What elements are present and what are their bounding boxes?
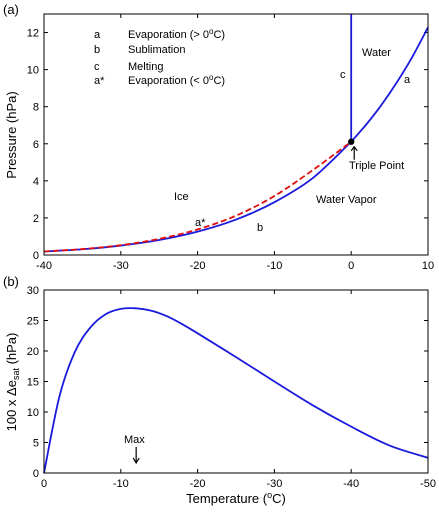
panel-b-label: (b) (3, 274, 19, 289)
panel-a-y-tick-label: 8 (33, 102, 39, 114)
panel-a-curves (43, 14, 429, 253)
panel-b-x-tick-label: -20 (190, 478, 206, 490)
triple-point-marker (348, 138, 355, 145)
panel-a-ticks: -40 -30 -20 -10 0 10 0 2 4 6 8 10 12 (27, 14, 434, 272)
panel-a-y-tick-label: 10 (27, 65, 39, 77)
panel-b-y-tick-label: 5 (33, 438, 39, 450)
panel-b-y-axis-label: 100 x Δesat (hPa) (4, 333, 21, 432)
legend-key-c: c (94, 61, 100, 73)
panel-a-y-tick-label: 2 (33, 213, 39, 225)
panel-b-y-tick-label: 15 (27, 377, 39, 389)
panel-b-x-tick-label: -10 (113, 478, 129, 490)
panel-a-x-tick-label: -10 (266, 260, 282, 272)
curve-label-b: b (257, 222, 263, 234)
legend-text-c: Melting (128, 61, 163, 73)
panel-a-x-tick-label: 10 (422, 260, 434, 272)
panel-b-x-tick-label: -40 (343, 478, 359, 490)
panel-b-y-tick-label: 10 (27, 407, 39, 419)
panel-a-y-tick-label: 12 (27, 28, 39, 40)
curve-label-a: a (404, 74, 411, 86)
panel-b-y-tick-label: 0 (33, 468, 39, 480)
panel-a-x-tick-label: -30 (113, 260, 129, 272)
max-annotation-label: Max (124, 434, 145, 446)
panel-b: (b) 0 -10 -20 -30 -40 -50 0 5 10 15 20 25 30 Max 100… (3, 274, 436, 506)
panel-b-series-diff (43, 307, 429, 474)
region-label-water: Water (362, 47, 391, 59)
panel-b-frame (43, 289, 429, 474)
region-label-ice: Ice (174, 191, 189, 203)
panel-b-x-tick-label: 0 (41, 478, 47, 490)
legend-text-a-star: Evaporation (< 0oC) (128, 73, 225, 87)
triple-point-arrow (350, 145, 358, 160)
panel-b-curves (43, 307, 429, 474)
panel-a-y-tick-label: 4 (33, 176, 39, 188)
legend-key-a: a (94, 29, 101, 41)
triple-point-label: Triple Point (349, 160, 404, 172)
panel-a-x-tick-label: 0 (348, 260, 354, 272)
panel-a-y-tick-label: 0 (33, 250, 39, 262)
panel-a-legend: a Evaporation (> 0oC) b Sublimation c Me… (94, 27, 225, 87)
panel-b-y-tick-label: 25 (27, 316, 39, 328)
legend-text-a: Evaporation (> 0oC) (128, 27, 225, 41)
curve-label-c: c (340, 69, 346, 81)
panel-a-x-tick-label: -20 (190, 260, 206, 272)
panel-a-series-a (350, 26, 429, 143)
panel-a-label: (a) (3, 2, 19, 17)
panel-a: (a) -40 -30 -20 -10 0 10 0 2 4 6 8 10 12 a Evaporati… (3, 2, 434, 272)
panel-a-y-axis-label: Pressure (hPa) (4, 91, 19, 178)
panel-b-y-tick-label: 30 (27, 285, 39, 297)
panel-a-y-tick-label: 6 (33, 139, 39, 151)
panel-a-series-b (43, 141, 352, 253)
panel-b-ticks: 0 -10 -20 -30 -40 -50 0 5 10 15 20 25 30 (27, 285, 436, 490)
region-label-water-vapor: Water Vapor (316, 194, 377, 206)
panel-b-x-tick-label: -50 (420, 478, 436, 490)
panel-a-frame (43, 13, 429, 256)
panel-a-series-a-star (43, 141, 352, 253)
panel-b-x-tick-label: -30 (266, 478, 282, 490)
panel-a-x-tick-label: -40 (36, 260, 52, 272)
curve-label-a-star: a* (195, 217, 206, 229)
panel-b-x-axis-label: Temperature (oC) (186, 490, 286, 506)
legend-key-b: b (94, 44, 100, 56)
max-annotation-arrow (132, 447, 140, 465)
legend-text-b: Sublimation (128, 44, 185, 56)
panel-b-y-tick-label: 20 (27, 346, 39, 358)
legend-key-a-star: a* (94, 75, 105, 87)
